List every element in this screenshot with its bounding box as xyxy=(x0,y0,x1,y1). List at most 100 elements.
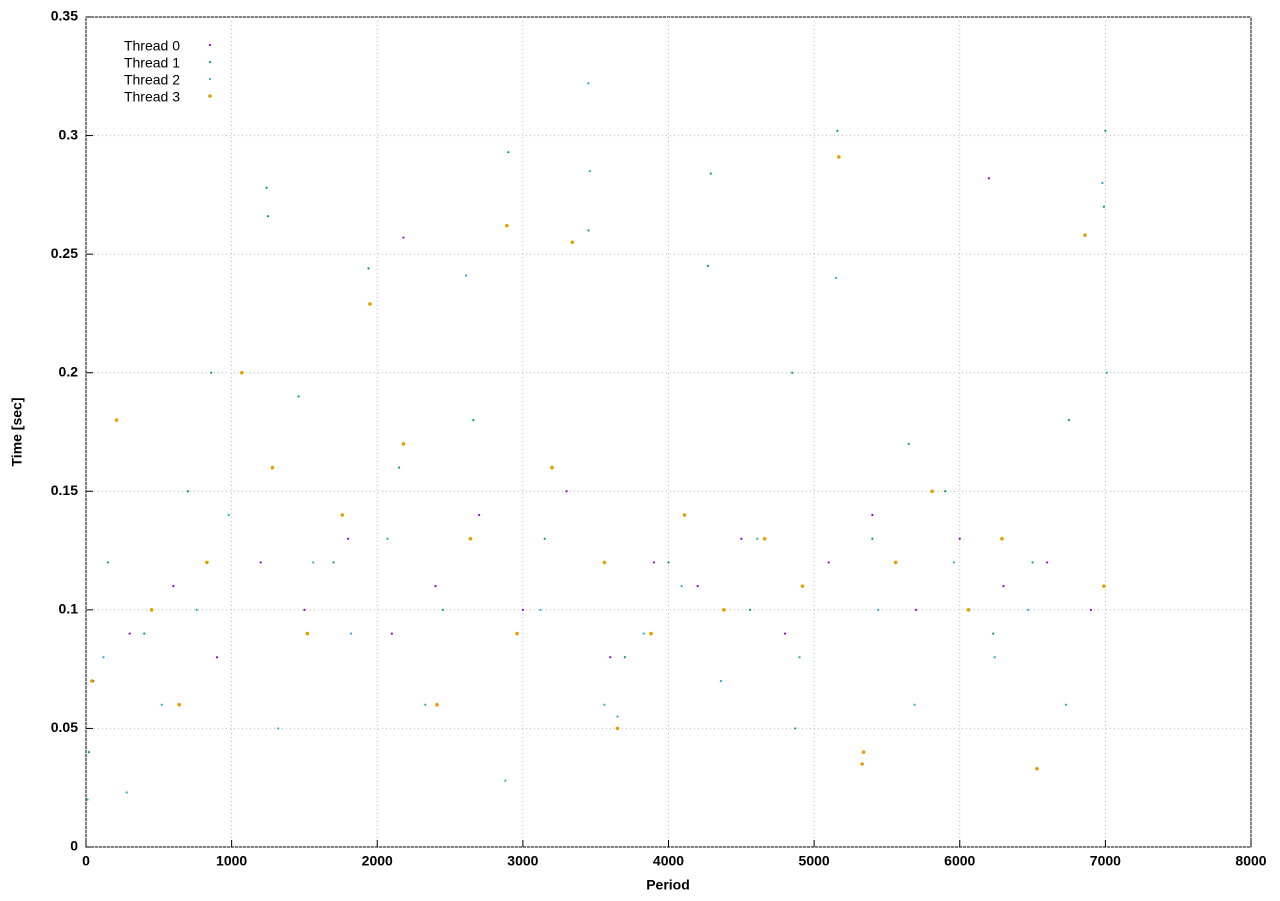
y-tick-label: 0.25 xyxy=(51,245,78,261)
point xyxy=(303,608,306,611)
point xyxy=(748,608,752,611)
point xyxy=(297,395,300,398)
point xyxy=(106,561,109,564)
point xyxy=(667,561,670,564)
point xyxy=(794,727,797,730)
point xyxy=(521,608,524,611)
point xyxy=(550,465,554,470)
point xyxy=(210,371,213,374)
point xyxy=(587,229,590,232)
point xyxy=(1035,766,1039,771)
point xyxy=(401,442,406,446)
point xyxy=(1002,585,1005,588)
point xyxy=(834,276,838,279)
x-tick-label: 3000 xyxy=(507,853,538,869)
point xyxy=(893,560,898,565)
legend-marker xyxy=(208,60,212,64)
point xyxy=(367,267,370,270)
point xyxy=(958,537,961,540)
point xyxy=(172,585,175,588)
point xyxy=(434,585,437,588)
x-tick-label: 6000 xyxy=(944,853,975,869)
point xyxy=(266,215,270,218)
point xyxy=(347,537,350,540)
point xyxy=(160,703,163,706)
point xyxy=(680,585,683,588)
point xyxy=(128,632,131,635)
point xyxy=(798,656,801,659)
point xyxy=(259,561,262,564)
point xyxy=(332,561,335,564)
point xyxy=(762,536,767,541)
x-tick-label: 1000 xyxy=(216,853,247,869)
point xyxy=(907,442,910,445)
point xyxy=(205,560,209,565)
point xyxy=(609,656,612,659)
y-axis-label: Time [sec] xyxy=(9,398,25,467)
point xyxy=(468,536,473,541)
point xyxy=(603,703,606,706)
point xyxy=(993,656,996,659)
point xyxy=(397,466,401,469)
point xyxy=(472,419,475,422)
point xyxy=(602,560,607,565)
point xyxy=(87,751,91,754)
point xyxy=(587,82,590,85)
point xyxy=(114,418,119,422)
point xyxy=(914,608,918,611)
point xyxy=(930,489,934,494)
point xyxy=(86,798,89,801)
point xyxy=(871,537,874,540)
y-tick-label: 0.05 xyxy=(51,719,78,735)
legend-label: Thread 2 xyxy=(124,72,180,88)
y-tick-label: 0.2 xyxy=(59,363,79,379)
point xyxy=(102,656,105,659)
point xyxy=(143,632,146,635)
y-tick-label: 0.15 xyxy=(51,482,78,498)
point xyxy=(615,726,620,731)
point xyxy=(722,608,726,612)
point xyxy=(623,656,626,659)
point xyxy=(570,240,575,245)
point xyxy=(1031,561,1034,564)
point xyxy=(478,513,481,517)
point xyxy=(652,561,656,564)
point xyxy=(215,656,219,659)
point xyxy=(424,703,427,706)
point xyxy=(1000,536,1004,541)
point xyxy=(305,631,310,636)
point xyxy=(913,703,916,706)
point xyxy=(706,264,709,268)
point xyxy=(507,151,510,154)
point xyxy=(505,223,509,228)
point xyxy=(836,129,839,132)
y-tick-label: 0.35 xyxy=(51,8,78,24)
point xyxy=(877,608,880,611)
x-tick-label: 8000 xyxy=(1235,853,1266,869)
point xyxy=(719,679,723,683)
point xyxy=(696,585,699,588)
point xyxy=(992,632,995,635)
point xyxy=(402,236,405,239)
point xyxy=(464,274,468,277)
point xyxy=(966,608,971,612)
point xyxy=(227,513,230,517)
point xyxy=(1067,419,1071,422)
point xyxy=(642,632,645,635)
y-tick-label: 0 xyxy=(70,838,78,854)
point xyxy=(125,791,128,794)
point xyxy=(987,177,990,180)
point xyxy=(682,513,687,517)
point xyxy=(1083,233,1087,237)
point xyxy=(340,513,345,517)
point xyxy=(186,490,190,493)
point xyxy=(435,702,439,707)
point xyxy=(861,750,866,754)
point xyxy=(149,608,154,612)
point xyxy=(740,537,743,540)
legend-marker xyxy=(208,94,212,98)
point xyxy=(860,762,864,766)
x-tick-label: 2000 xyxy=(362,853,393,869)
point xyxy=(240,370,244,375)
